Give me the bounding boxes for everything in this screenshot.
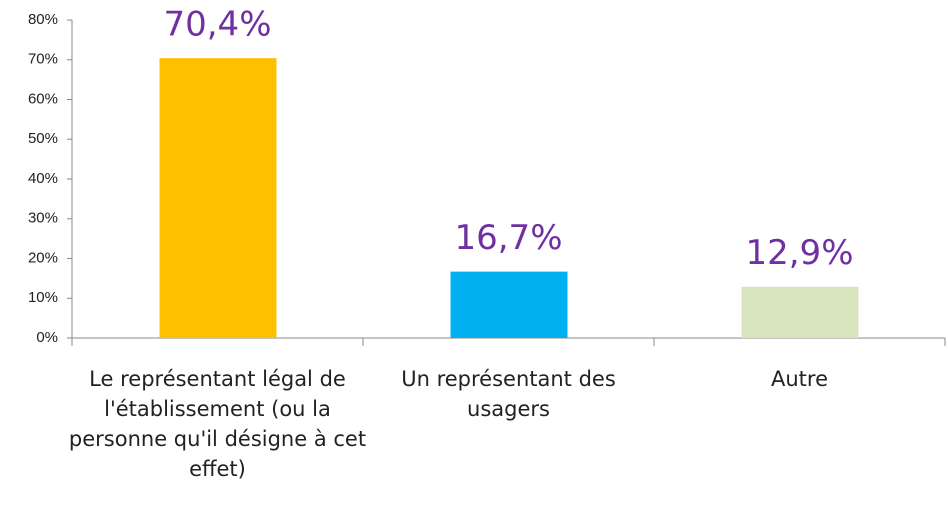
x-tick-label: Un représentant des usagers (401, 367, 616, 421)
bar (741, 286, 859, 338)
x-tick-label-box: Un représentant des usagers (401, 367, 616, 421)
bar (450, 271, 568, 338)
value-label: 16,7% (454, 218, 562, 258)
x-tick-label: Le représentant légal de l'établissement… (68, 367, 367, 481)
y-tick-label: 50% (28, 130, 58, 147)
x-tick-label-box: Autre (770, 367, 828, 391)
x-tick-label: Autre (770, 367, 828, 391)
y-tick-label: 30% (28, 210, 58, 227)
value-label: 12,9% (745, 233, 853, 273)
y-tick-label: 80% (28, 11, 58, 28)
y-tick-label: 20% (28, 249, 58, 266)
y-tick-label: 60% (28, 90, 58, 107)
x-tick-label-box: Le représentant légal de l'établissement… (68, 367, 367, 481)
value-label: 70,4% (163, 5, 271, 45)
y-tick-label: 70% (28, 51, 58, 68)
bar (159, 58, 277, 338)
y-tick-label: 10% (28, 289, 58, 306)
y-tick-label: 0% (36, 329, 58, 346)
y-tick-label: 40% (28, 170, 58, 187)
